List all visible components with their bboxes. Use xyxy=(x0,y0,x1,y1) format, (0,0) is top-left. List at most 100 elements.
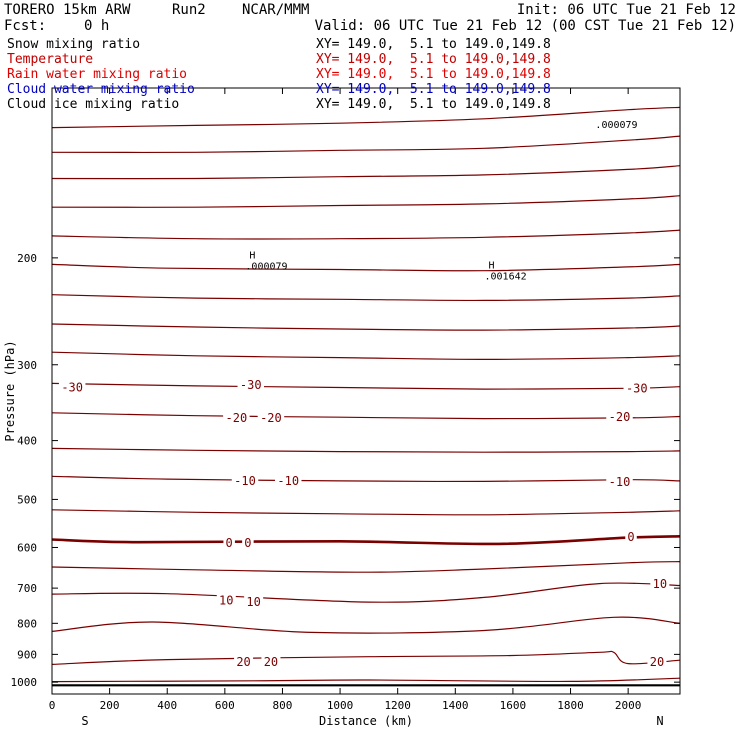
temp-label: -20 xyxy=(226,411,248,425)
y-tick-label: 800 xyxy=(17,617,37,630)
legend-field-name: Snow mixing ratio xyxy=(7,37,141,52)
y-tick-label: 900 xyxy=(17,648,37,661)
legend-field-coords: XY= 149.0, 5.1 to 149.0,149.8 xyxy=(316,37,551,52)
y-tick-label: 500 xyxy=(17,493,37,506)
temp-label-bg xyxy=(223,536,235,550)
plot-frame xyxy=(51,87,681,695)
max-marker: H xyxy=(489,261,495,272)
isotherm-line xyxy=(52,561,680,573)
legend-field-name: Cloud ice mixing ratio xyxy=(7,97,180,112)
y-tick-label: 600 xyxy=(17,541,37,554)
model-title: TORERO 15km ARW xyxy=(4,2,131,18)
legend-field-coords: XY= 149.0, 5.1 to 149.0,149.8 xyxy=(316,97,551,112)
isotherm-line xyxy=(52,650,680,665)
temp-label: -30 xyxy=(61,380,83,394)
x-tick-label: 400 xyxy=(157,699,177,712)
isotherm-line xyxy=(52,165,680,180)
temp-label: 0 xyxy=(226,536,233,550)
temp-label-bg xyxy=(650,576,670,590)
south-label: S xyxy=(81,714,88,728)
x-tick-label: 0 xyxy=(49,699,56,712)
isotherm-line xyxy=(52,229,680,240)
temp-label-bg xyxy=(261,655,281,669)
temp-label-bg xyxy=(257,410,285,424)
isotherm-line xyxy=(52,106,680,129)
x-tick-label: 1200 xyxy=(384,699,411,712)
y-tick-label: 1000 xyxy=(11,676,38,689)
temp-label-bg xyxy=(606,410,633,424)
isotherm-line xyxy=(52,263,680,272)
isotherm-line xyxy=(52,475,680,483)
temp-label-bg xyxy=(231,473,259,487)
x-axis-title: Distance (km) xyxy=(319,714,413,728)
temp-label-bg xyxy=(242,536,254,550)
x-tick-label: 200 xyxy=(100,699,120,712)
temp-label-bg xyxy=(647,655,667,669)
temp-label-bg xyxy=(234,655,254,669)
x-tick-label: 1400 xyxy=(442,699,469,712)
isotherm-group xyxy=(52,106,680,683)
legend-field-name: Cloud water mixing ratio xyxy=(7,82,195,97)
fcst-label: Fcst: xyxy=(4,18,47,34)
x-tick-label: 1600 xyxy=(500,699,527,712)
isotherm-line xyxy=(52,323,680,331)
org-label: NCAR/MMM xyxy=(242,2,310,18)
temp-label: -10 xyxy=(609,475,631,489)
legend-field-name: Temperature xyxy=(7,52,94,67)
y-tick-label: 400 xyxy=(17,435,37,448)
temp-label-bg xyxy=(216,593,236,607)
temp-label-bg xyxy=(274,473,302,487)
temp-label: 20 xyxy=(236,655,250,669)
max-marker: H xyxy=(249,250,255,261)
temp-label: -30 xyxy=(626,381,648,395)
isotherm-line xyxy=(52,616,680,634)
max-value: .000079 xyxy=(245,261,287,272)
temp-label: 20 xyxy=(650,655,664,669)
x-tick-label: 1800 xyxy=(557,699,584,712)
temp-label-bg xyxy=(623,381,651,395)
y-tick-label: 300 xyxy=(17,359,37,372)
temp-label-bg xyxy=(58,380,86,394)
temp-label: -30 xyxy=(240,378,262,392)
legend-field-coords: XY= 149.0, 5.1 to 149.0,149.8 xyxy=(316,67,551,82)
temp-label: 10 xyxy=(653,577,667,591)
isotherm-line xyxy=(52,509,680,516)
north-label: N xyxy=(656,714,663,728)
isotherm-line xyxy=(52,412,680,420)
isotherm-line xyxy=(52,582,680,603)
temp-label: 0 xyxy=(627,530,634,544)
x-tick-label: 800 xyxy=(273,699,293,712)
y-tick-label: 700 xyxy=(17,582,37,595)
isotherm-line xyxy=(52,535,680,546)
fcst-value: 0 h xyxy=(84,18,110,34)
isotherm-line xyxy=(52,382,680,390)
temp-label: -10 xyxy=(277,474,299,488)
isotherm-line xyxy=(52,294,680,302)
isotherm-line xyxy=(52,677,680,683)
isotherm-line xyxy=(52,135,680,154)
temp-label: -10 xyxy=(234,474,256,488)
x-tick-label: 2000 xyxy=(615,699,642,712)
temp-label-bg xyxy=(625,530,637,544)
temp-label-bg xyxy=(223,410,250,424)
temp-label: -20 xyxy=(260,411,282,425)
legend-field-coords: XY= 149.0, 5.1 to 149.0,149.8 xyxy=(316,82,551,97)
temp-label: 0 xyxy=(244,536,251,550)
temp-label: 20 xyxy=(264,655,278,669)
isotherm-line xyxy=(52,447,680,453)
max-value: .000079 xyxy=(595,120,637,131)
y-axis-title: Pressure (hPa) xyxy=(3,340,17,441)
y-tick-label: 200 xyxy=(17,252,37,265)
temp-label-bg xyxy=(606,474,633,488)
x-tick-label: 1000 xyxy=(327,699,354,712)
x-tick-label: 600 xyxy=(215,699,235,712)
temp-label: 10 xyxy=(219,594,233,608)
legend-field-coords: XY= 149.0, 5.1 to 149.0,149.8 xyxy=(316,52,551,67)
temp-label: -20 xyxy=(609,410,631,424)
legend-field-name: Rain water mixing ratio xyxy=(7,67,188,82)
temp-label-bg xyxy=(244,595,264,609)
init-time: Init: 06 UTC Tue 21 Feb 12 xyxy=(516,2,736,18)
isotherm-line xyxy=(52,195,680,208)
temp-label: 10 xyxy=(246,595,260,609)
